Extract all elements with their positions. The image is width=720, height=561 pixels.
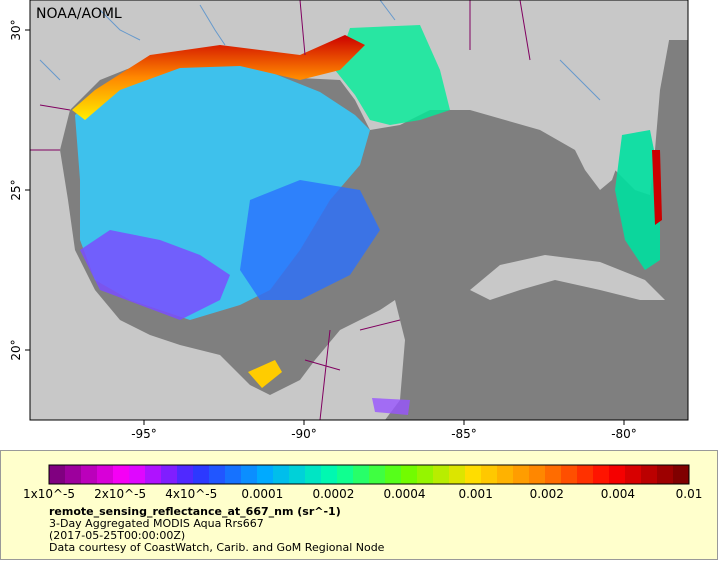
colorbar-tick-label: 0.01 — [675, 487, 703, 501]
map-credit: NOAA/AOML — [36, 6, 122, 22]
colorbar-tick-label: 0.0002 — [312, 487, 355, 501]
state-borders — [30, 0, 531, 421]
land-florida — [580, 0, 688, 195]
colorbar-segment — [401, 465, 418, 484]
colorbar-segment — [497, 465, 514, 484]
variable-title: remote_sensing_reflectance_at_667_nm (sr… — [49, 505, 341, 518]
lat-tick-marks — [25, 29, 30, 351]
colorbar-segment — [513, 465, 530, 484]
data-courtesy: Data courtesy of CoastWatch, Carib. and … — [49, 541, 385, 554]
colorbar-segment — [577, 465, 594, 484]
colorbar-segment — [177, 465, 194, 484]
colorbar-segment — [481, 465, 498, 484]
colorbar-segment — [657, 465, 674, 484]
colorbar-segment — [65, 465, 82, 484]
lat-tick-label: 20° — [9, 339, 23, 360]
colorbar-segment — [209, 465, 226, 484]
rrs-data-northeast — [335, 25, 450, 125]
colorbar-segment — [673, 465, 690, 484]
colorbar-segment — [225, 465, 242, 484]
colorbar-segment — [385, 465, 402, 484]
colorbar-segment — [273, 465, 290, 484]
colorbar-tick-label: 0.002 — [529, 487, 564, 501]
colorbar-tick-label: 4x10^-5 — [165, 487, 218, 501]
colorbar-segment — [593, 465, 610, 484]
colorbar-segment — [81, 465, 98, 484]
colorbar-tick-label: 0.001 — [458, 487, 493, 501]
colorbar-tick-label: 0.0001 — [241, 487, 284, 501]
map-canvas[interactable]: -95° -90° -85° -80° 30° 25° 20° NOAA/AOM… — [0, 0, 720, 450]
colorbar-tick-label: 2x10^-5 — [94, 487, 147, 501]
colorbar-segment — [545, 465, 562, 484]
colorbar-segment — [305, 465, 322, 484]
rrs-data-west — [80, 230, 230, 320]
colorbar-segment — [241, 465, 258, 484]
colorbar-segment — [449, 465, 466, 484]
colorbar-segment — [257, 465, 274, 484]
colorbar-segment — [369, 465, 386, 484]
colorbar-segment — [465, 465, 482, 484]
rrs-data-south — [372, 398, 410, 415]
rrs-coastal-florida — [652, 150, 662, 225]
colorbar-segment — [289, 465, 306, 484]
colorbar-segment — [641, 465, 658, 484]
lon-tick-label: -80° — [611, 427, 637, 441]
colorbar-segment — [337, 465, 354, 484]
colorbar-segment — [433, 465, 450, 484]
lon-tick-marks — [143, 420, 625, 425]
rivers — [39, 0, 601, 101]
legend-panel: 1x10^-5 2x10^-5 4x10^-5 0.0001 0.0002 0.0004 0… — [0, 450, 718, 560]
land-mexico — [30, 150, 405, 420]
rrs-data-yucatan — [248, 360, 282, 388]
rrs-data-florida-east — [615, 130, 660, 270]
colorbar-segment — [161, 465, 178, 484]
colorbar-tick-label: 1x10^-5 — [22, 487, 76, 501]
colorbar-tick-label: 0.004 — [600, 487, 636, 501]
colorbar-segment — [321, 465, 338, 484]
colorbar-segment — [561, 465, 578, 484]
colorbar-tick-label: 0.0004 — [383, 487, 426, 501]
lon-tick-label: -95° — [131, 427, 157, 441]
colorbar-segment — [529, 465, 546, 484]
rrs-coastal-north — [72, 35, 365, 120]
map-frame[interactable]: -95° -90° -85° -80° 30° 25° 20° NOAA/AOM… — [0, 0, 720, 450]
colorbar-segment — [145, 465, 162, 484]
colorbar-segment — [609, 465, 626, 484]
colorbar-segment — [625, 465, 642, 484]
colorbar-segment — [129, 465, 146, 484]
dataset-time: (2017-05-25T00:00:00Z) — [49, 529, 186, 542]
colorbar-segment — [97, 465, 114, 484]
colorbar-segment — [353, 465, 370, 484]
map-border — [29, 0, 689, 421]
lat-tick-label: 25° — [9, 179, 23, 200]
colorbar-segment — [193, 465, 210, 484]
colorbar — [48, 464, 690, 485]
lon-tick-label: -90° — [291, 427, 317, 441]
dataset-description: 3-Day Aggregated MODIS Aqua Rrs667 — [49, 517, 264, 530]
lat-tick-label: 30° — [9, 19, 23, 40]
lon-tick-label: -85° — [451, 427, 477, 441]
colorbar-segment — [417, 465, 434, 484]
colorbar-segment — [49, 465, 66, 484]
colorbar-segment — [113, 465, 130, 484]
land-cuba — [470, 255, 665, 300]
rrs-data-central — [240, 180, 380, 300]
